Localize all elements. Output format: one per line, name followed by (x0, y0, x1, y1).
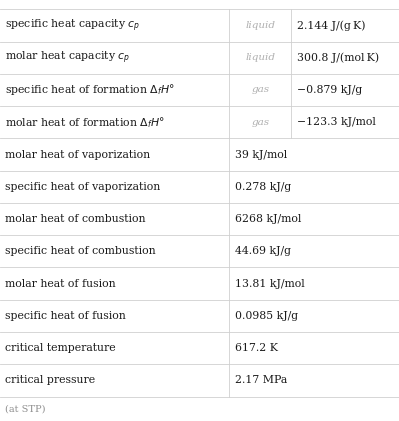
Text: specific heat of vaporization: specific heat of vaporization (5, 182, 160, 192)
Text: 2.17 MPa: 2.17 MPa (235, 376, 288, 386)
Text: critical temperature: critical temperature (5, 343, 115, 353)
Text: molar heat of fusion: molar heat of fusion (5, 279, 115, 289)
Text: liquid: liquid (245, 53, 275, 62)
Text: molar heat capacity $c_p$: molar heat capacity $c_p$ (5, 50, 130, 66)
Text: −123.3 kJ/mol: −123.3 kJ/mol (297, 117, 376, 127)
Text: liquid: liquid (245, 21, 275, 30)
Text: 39 kJ/mol: 39 kJ/mol (235, 149, 288, 160)
Text: specific heat capacity $c_p$: specific heat capacity $c_p$ (5, 17, 140, 34)
Text: 2.144 J/(g K): 2.144 J/(g K) (297, 20, 366, 31)
Text: 0.0985 kJ/g: 0.0985 kJ/g (235, 311, 298, 321)
Text: critical pressure: critical pressure (5, 376, 95, 386)
Text: 6268 kJ/mol: 6268 kJ/mol (235, 214, 302, 224)
Text: specific heat of fusion: specific heat of fusion (5, 311, 126, 321)
Text: 0.278 kJ/g: 0.278 kJ/g (235, 182, 292, 192)
Text: specific heat of formation $\Delta_f H$°: specific heat of formation $\Delta_f H$° (5, 83, 175, 97)
Text: (at STP): (at STP) (5, 404, 45, 413)
Text: gas: gas (251, 118, 269, 127)
Text: molar heat of combustion: molar heat of combustion (5, 214, 145, 224)
Text: molar heat of vaporization: molar heat of vaporization (5, 149, 150, 160)
Text: 13.81 kJ/mol: 13.81 kJ/mol (235, 279, 305, 289)
Text: gas: gas (251, 85, 269, 94)
Text: 617.2 K: 617.2 K (235, 343, 279, 353)
Text: specific heat of combustion: specific heat of combustion (5, 246, 156, 256)
Text: 44.69 kJ/g: 44.69 kJ/g (235, 246, 291, 256)
Text: molar heat of formation $\Delta_f H$°: molar heat of formation $\Delta_f H$° (5, 115, 164, 130)
Text: −0.879 kJ/g: −0.879 kJ/g (297, 85, 363, 95)
Text: 300.8 J/(mol K): 300.8 J/(mol K) (297, 52, 379, 63)
